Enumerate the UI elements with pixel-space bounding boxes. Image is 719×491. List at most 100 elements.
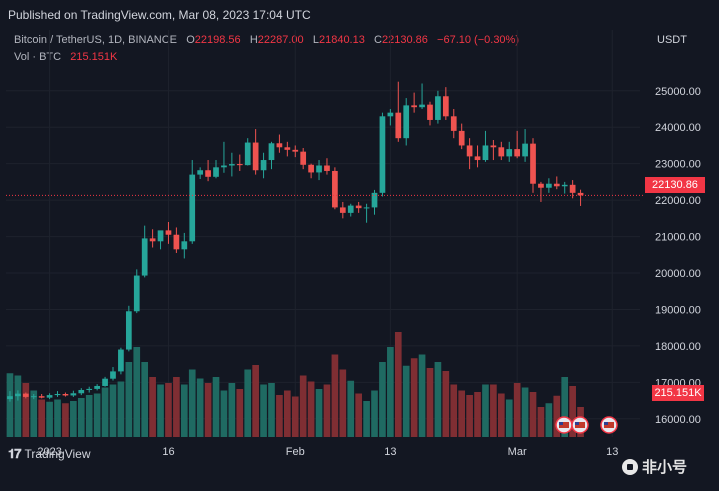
us-flag-canton <box>604 422 608 425</box>
candle-body <box>78 389 85 394</box>
candle-body <box>110 371 116 379</box>
tv-logo-text: TradingView <box>24 447 91 461</box>
candle-body <box>197 170 204 175</box>
volume-bar <box>6 373 14 437</box>
volume-bar <box>276 395 283 437</box>
volume-bar <box>458 390 466 437</box>
candle-body <box>538 183 544 188</box>
candle-body <box>514 149 521 157</box>
candle-body <box>54 393 61 396</box>
candle-body <box>102 378 108 386</box>
ohlc-legend: Bitcoin / TetherUS, 1D, BINANCE O22198.5… <box>14 34 519 46</box>
volume-bar <box>157 384 164 437</box>
candle-body <box>332 170 338 208</box>
grid-lines <box>6 30 640 437</box>
candle-body <box>339 207 346 213</box>
volume-bar <box>363 401 370 437</box>
candle-body <box>157 230 164 242</box>
volume-bar <box>379 362 386 437</box>
candle-body <box>419 104 425 108</box>
volume-label[interactable]: Vol · BTC <box>14 51 62 63</box>
volume-bar <box>331 354 339 437</box>
candle-body <box>292 149 299 152</box>
candle-body <box>46 395 53 398</box>
candle-body <box>229 164 235 166</box>
low-value: 21840.13 <box>318 34 365 46</box>
candle-body <box>387 112 394 117</box>
candle-body <box>118 349 124 372</box>
volume-bar <box>529 392 537 437</box>
last-volume-tag: 215.151K <box>652 385 704 401</box>
volume-bar <box>521 387 529 437</box>
volume-bar <box>347 380 355 437</box>
volume-bar <box>577 407 584 437</box>
candle-body <box>189 174 196 242</box>
candle-body <box>244 142 251 166</box>
us-flag-stripes <box>604 422 614 428</box>
us-flag-event-icon <box>555 416 573 434</box>
volume-bar <box>474 392 481 437</box>
candle-body <box>442 96 449 117</box>
y-tick-label: 25000.00 <box>655 86 701 98</box>
volume-bar <box>117 381 125 437</box>
currency-label[interactable]: USDT <box>657 34 687 46</box>
low-label: L <box>312 34 319 46</box>
x-axis: 2023 16 Feb 13 Mar 13 <box>37 446 618 458</box>
watermark: 非小号 <box>622 456 687 477</box>
candle-body <box>522 143 528 157</box>
volume-bar <box>204 383 212 437</box>
us-flag-event-icon <box>600 416 618 434</box>
us-flag-canton <box>559 422 563 425</box>
candle-body <box>165 230 172 235</box>
watermark-icon <box>622 458 638 475</box>
y-tick-label: 22000.00 <box>655 195 701 207</box>
volume-bar <box>149 377 156 437</box>
candle-body <box>498 147 505 157</box>
volume-bar <box>180 384 188 437</box>
candle-body <box>490 145 497 148</box>
volume-bar <box>236 389 244 437</box>
open-label: O <box>186 34 195 46</box>
candle-body <box>403 105 410 139</box>
volume-bar <box>561 377 569 437</box>
published-caption: Published on TradingView.com, Mar 08, 20… <box>8 8 311 22</box>
candle-body <box>125 311 132 350</box>
volume-bar <box>513 383 521 437</box>
candle-body <box>181 241 188 250</box>
volume-bar <box>387 347 394 437</box>
candle-body <box>276 143 283 148</box>
volume-bar <box>220 390 228 437</box>
last-price-tag: 22130.86 <box>645 177 705 193</box>
candle-body <box>371 192 378 208</box>
y-tick-label: 24000.00 <box>655 122 701 134</box>
volume-bar <box>14 375 22 437</box>
x-tick-label: Mar <box>508 446 527 458</box>
candle-body <box>347 205 354 213</box>
candle-body <box>506 149 513 157</box>
us-flag-stripes <box>575 422 585 428</box>
candle-body <box>300 151 307 165</box>
y-tick-label: 21000.00 <box>655 232 701 244</box>
us-flag-stripes <box>559 422 569 428</box>
volume-bar <box>482 384 489 437</box>
volume-bar <box>133 347 141 437</box>
volume-value: 215.151K <box>70 51 118 63</box>
volume-bar <box>315 389 323 437</box>
volume-bar <box>228 383 236 437</box>
tradingview-logo[interactable]: 𝟏𝟕 TradingView <box>8 446 91 462</box>
volume-bar <box>173 377 180 437</box>
volume-bar <box>490 384 497 437</box>
y-tick-label: 19000.00 <box>655 304 701 316</box>
volume-bar <box>85 395 93 437</box>
candle-body <box>15 393 21 397</box>
symbol-label[interactable]: Bitcoin / TetherUS, 1D, BINANCE <box>14 34 178 46</box>
volume-bar <box>466 395 473 437</box>
volume-bar <box>505 399 513 437</box>
candle-body <box>530 143 536 184</box>
candle-body <box>94 385 100 389</box>
x-tick-label: 13 <box>384 446 396 458</box>
candle-body <box>149 238 156 242</box>
candle-body <box>450 116 457 131</box>
